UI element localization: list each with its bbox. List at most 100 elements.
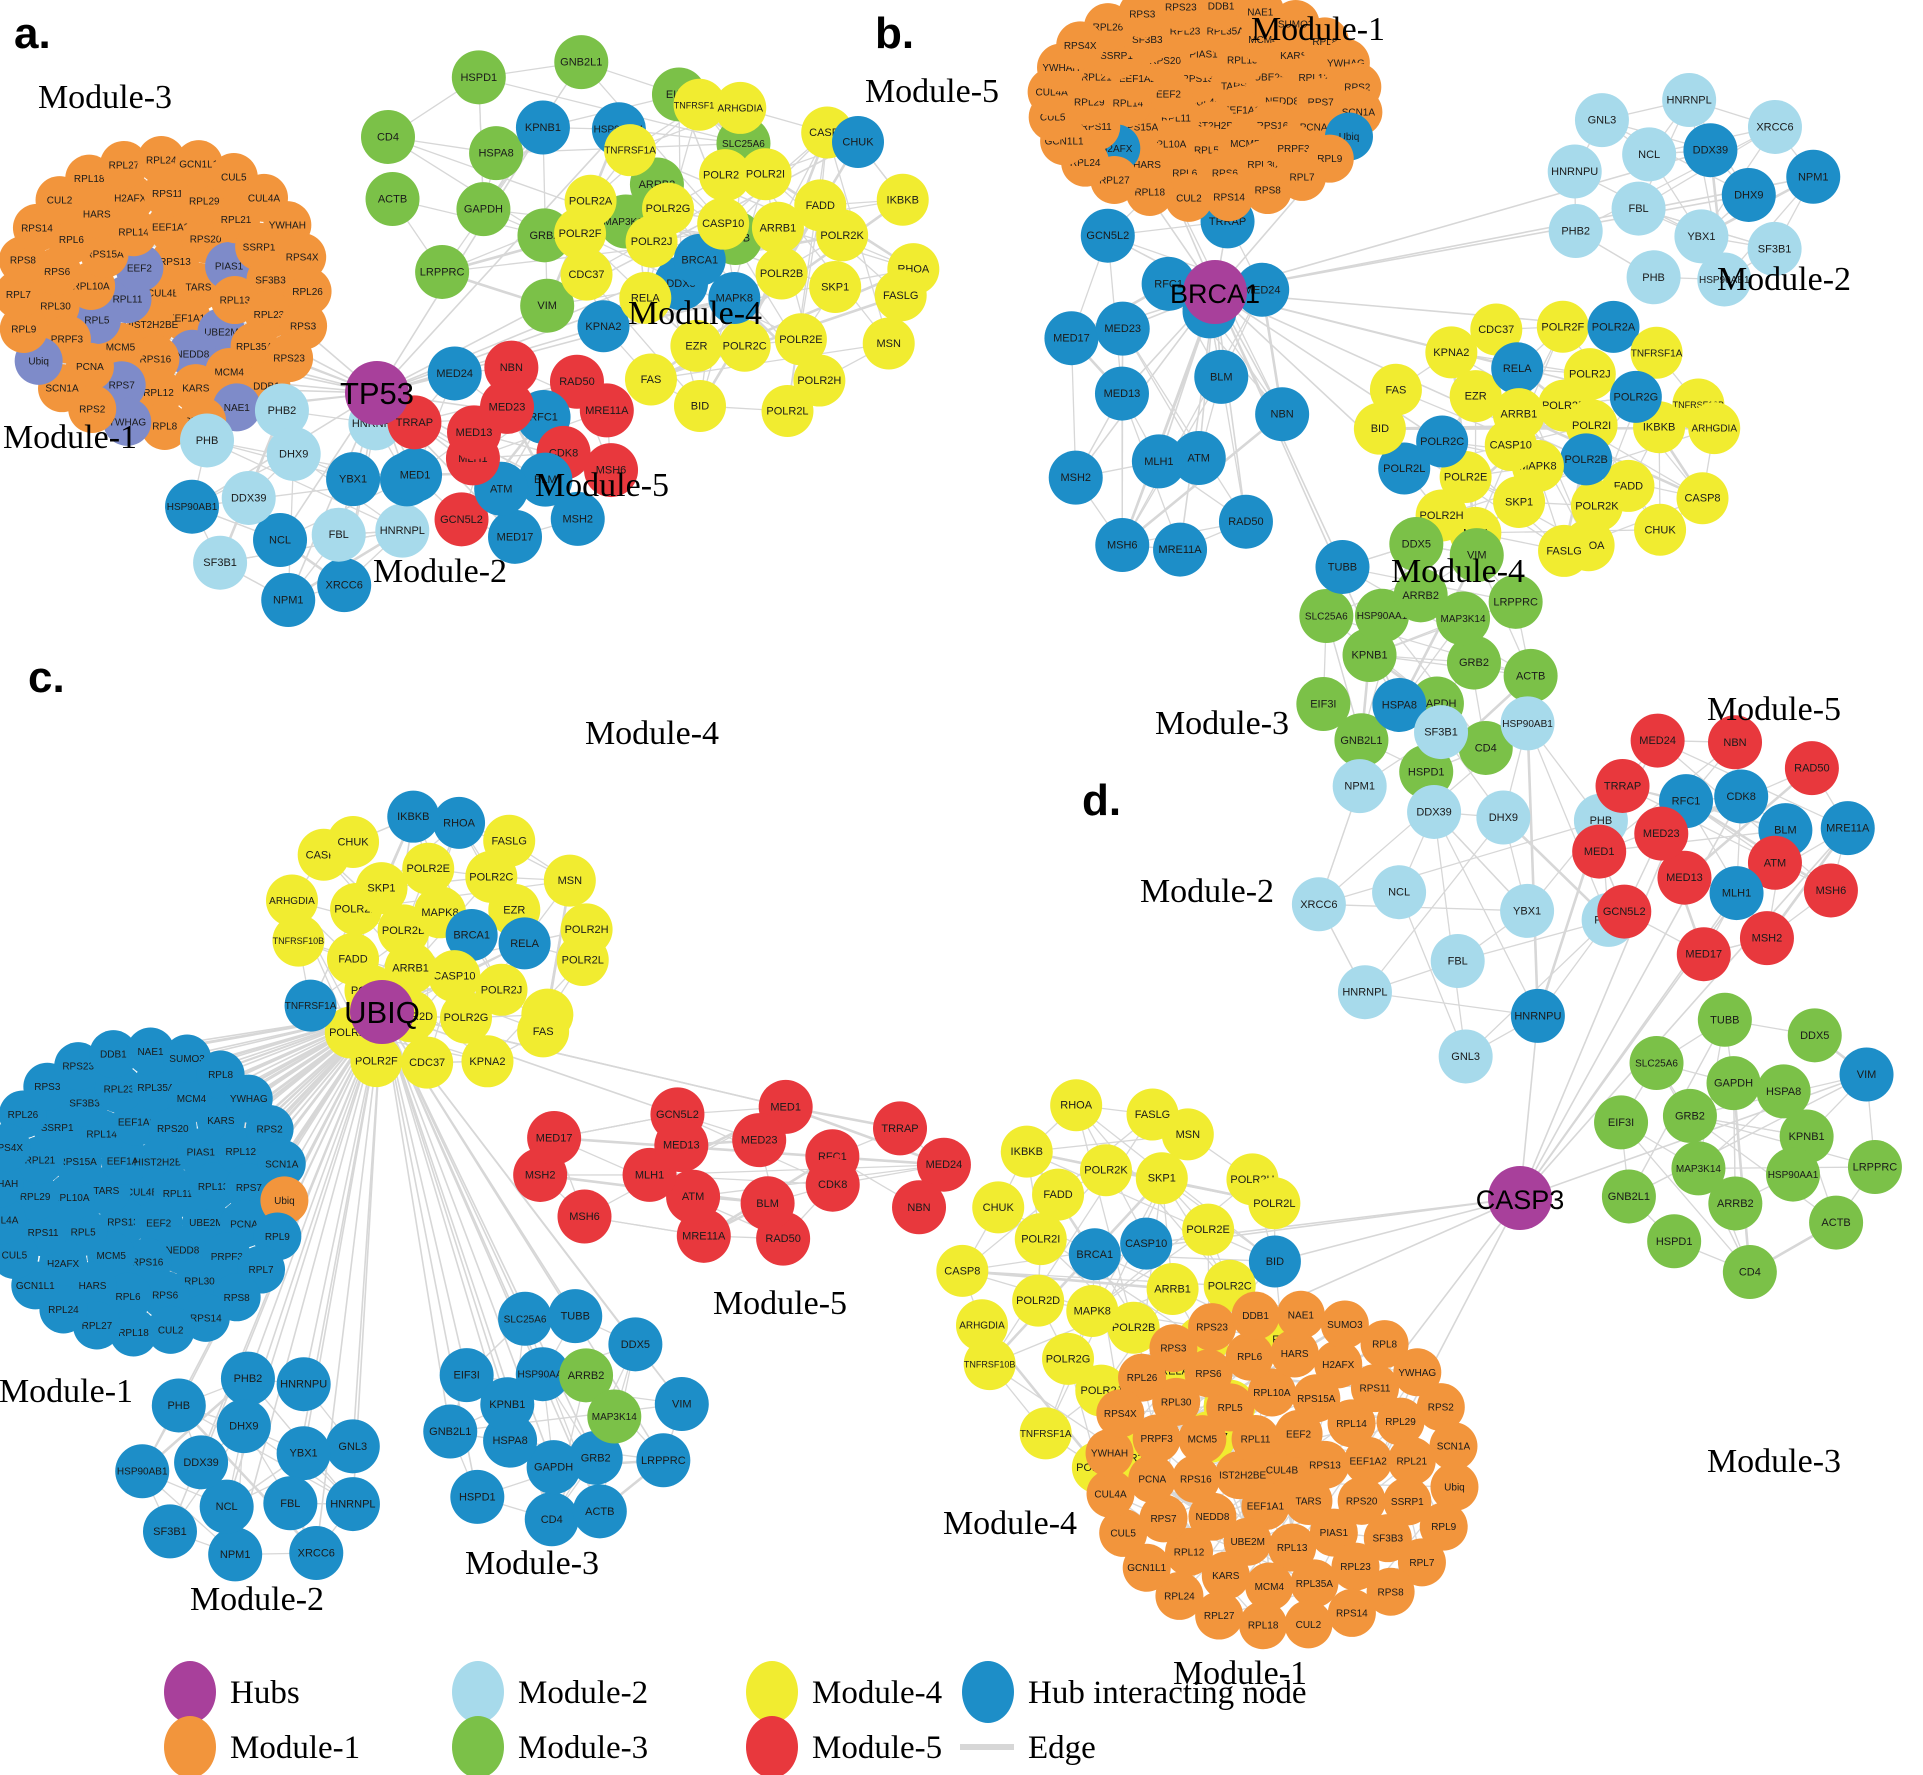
- node-RPL23: [1331, 1542, 1380, 1591]
- node-ARHGDIA: [1688, 402, 1741, 455]
- cluster-a-module-2: HNRNPLXRCC6NPM1SF3B1HSP90AB1PHBPHB2HNRNP…: [165, 383, 434, 628]
- node-GNB2L1: [423, 1404, 478, 1459]
- node-label-POLR2D: POLR2D: [1016, 1295, 1060, 1307]
- node-label-POLR2C: POLR2C: [1208, 1280, 1252, 1292]
- node-label-GCN1L1: GCN1L1: [179, 160, 218, 171]
- node-label-RPL27: RPL27: [82, 1321, 113, 1332]
- node-SKP1: [1135, 1152, 1188, 1205]
- node-label-MED17: MED17: [536, 1132, 573, 1144]
- node-label-CD4: CD4: [1475, 742, 1497, 754]
- node-label-POLR2I: POLR2I: [1572, 420, 1611, 432]
- node-label-POLR2H: POLR2H: [797, 375, 841, 387]
- node-label-DHX9: DHX9: [229, 1421, 258, 1433]
- node-VIM: [1839, 1047, 1894, 1102]
- node-RELA: [1491, 342, 1544, 395]
- node-FAS: [1369, 363, 1422, 416]
- node-MSN: [1161, 1108, 1214, 1161]
- node-label-MED1: MED1: [1584, 846, 1615, 858]
- node-label-CUL4B: CUL4B: [126, 1188, 159, 1199]
- node-label-MLH1: MLH1: [635, 1169, 664, 1181]
- node-YWHAH: [0, 1159, 24, 1208]
- node-label-RPL30: RPL30: [40, 302, 71, 313]
- node-label-RPS3: RPS3: [34, 1082, 61, 1093]
- panel-letter-d: d.: [1082, 776, 1121, 825]
- node-label-HSP90AA1: HSP90AA1: [1768, 1170, 1819, 1181]
- node-label-YWHAH: YWHAH: [0, 1179, 18, 1190]
- node-label-CUL5: CUL5: [2, 1250, 28, 1261]
- node-HSPD1: [450, 1469, 505, 1524]
- legend-swatch-module-4: [746, 1661, 798, 1723]
- node-label-PCNA: PCNA: [76, 362, 104, 373]
- node-BLM: [518, 452, 573, 507]
- node-label-DDX39: DDX39: [183, 1457, 218, 1469]
- node-label-RPS16: RPS16: [1180, 1475, 1212, 1486]
- node-MAPK8: [1066, 1284, 1119, 1337]
- node-HNRNPL: [375, 503, 430, 558]
- node-label-RFC1: RFC1: [1154, 278, 1183, 290]
- node-EZR: [1449, 370, 1502, 423]
- node-label-ATM: ATM: [1764, 857, 1786, 869]
- node-GRB2: [1662, 1088, 1717, 1143]
- node-label-KPNA2: KPNA2: [585, 321, 621, 333]
- node-NBN: [1255, 387, 1310, 442]
- node-MLH1: [1131, 434, 1186, 489]
- node-label-KARS: KARS: [1212, 1571, 1240, 1582]
- node-label-LRPPRC: LRPPRC: [1853, 1162, 1898, 1174]
- node-label-RPS4X: RPS4X: [0, 1143, 23, 1154]
- node-HSP90AB1: [1697, 252, 1752, 307]
- legend-label-module-2: Module-2: [518, 1675, 648, 1711]
- node-label-KARS: KARS: [207, 1116, 235, 1127]
- node-RPS8: [1243, 166, 1292, 215]
- legend-swatch-module-1: [164, 1716, 216, 1775]
- node-POLR2K: [1570, 479, 1623, 532]
- node-label-EZR: EZR: [685, 340, 707, 352]
- node-label-BLM: BLM: [756, 1198, 779, 1210]
- node-label-GNL3: GNL3: [338, 1441, 367, 1453]
- node-XRCC6: [289, 1526, 344, 1581]
- node-RPL29: [1376, 1397, 1425, 1446]
- node-label-YBX1: YBX1: [1513, 905, 1541, 917]
- node-NCL: [1372, 865, 1427, 920]
- node-MED23: [732, 1113, 787, 1168]
- node-label-YWHAG: YWHAG: [1398, 1368, 1436, 1379]
- node-DDX39: [174, 1435, 229, 1490]
- node-RPL27: [99, 140, 148, 189]
- node-label-VIM: VIM: [537, 300, 557, 312]
- node-LRPPRC: [415, 244, 470, 299]
- node-RPL13: [189, 1162, 238, 1211]
- node-label-RPL12: RPL12: [1298, 73, 1329, 84]
- node-RPL14: [1327, 1399, 1376, 1448]
- node-label-RPL27: RPL27: [109, 160, 140, 171]
- node-label-PCNA: PCNA: [230, 1219, 258, 1230]
- node-label-XRCC6: XRCC6: [1756, 121, 1793, 133]
- node-RPL7: [1397, 1538, 1446, 1587]
- legend-swatch-module-2: [452, 1661, 504, 1723]
- node-TUBB: [1315, 539, 1370, 594]
- legend-swatch-module-3: [452, 1716, 504, 1775]
- node-label-GAPDH: GAPDH: [1714, 1078, 1753, 1090]
- node-label-RPL10A: RPL10A: [52, 1193, 90, 1204]
- cluster-d-module-5: RAD50 MRE11A MSH6 MSH2 MED17 GCN5L2 MED1 TRRAP M…: [1572, 713, 1875, 982]
- node-label-POLR2L: POLR2L: [766, 406, 808, 418]
- node-POLR2K: [1079, 1144, 1132, 1197]
- node-label-MED17: MED17: [1053, 333, 1090, 345]
- node-MED13: [1657, 850, 1712, 905]
- node-label-CUL2: CUL2: [1296, 1620, 1322, 1631]
- node-label-KARS: KARS: [182, 384, 210, 395]
- node-label-PHB: PHB: [167, 1400, 190, 1412]
- node-label-POLR2L: POLR2L: [562, 954, 604, 966]
- node-label-NEDD8: NEDD8: [1265, 97, 1299, 108]
- node-label-MSN: MSN: [1176, 1129, 1201, 1141]
- legend-item-hub-interacting-node: Hub interacting node: [962, 1661, 1307, 1723]
- node-label-DDB1: DDB1: [253, 381, 280, 392]
- node-label-GCN1L1: GCN1L1: [1045, 137, 1084, 148]
- node-label-CDC37: CDC37: [1478, 324, 1514, 336]
- node-label-TUBB: TUBB: [561, 1311, 590, 1323]
- node-label-RPS4X: RPS4X: [1064, 41, 1097, 52]
- node-RPS2: [1416, 1383, 1465, 1432]
- node-label-RPL14: RPL14: [1113, 98, 1144, 109]
- node-label-TNFRSF10B: TNFRSF10B: [964, 1360, 1016, 1370]
- node-label-LRPPRC: LRPPRC: [641, 1455, 686, 1467]
- module-label-c-module-3: Module-3: [465, 1545, 599, 1582]
- node-label-VIM: VIM: [1467, 550, 1487, 562]
